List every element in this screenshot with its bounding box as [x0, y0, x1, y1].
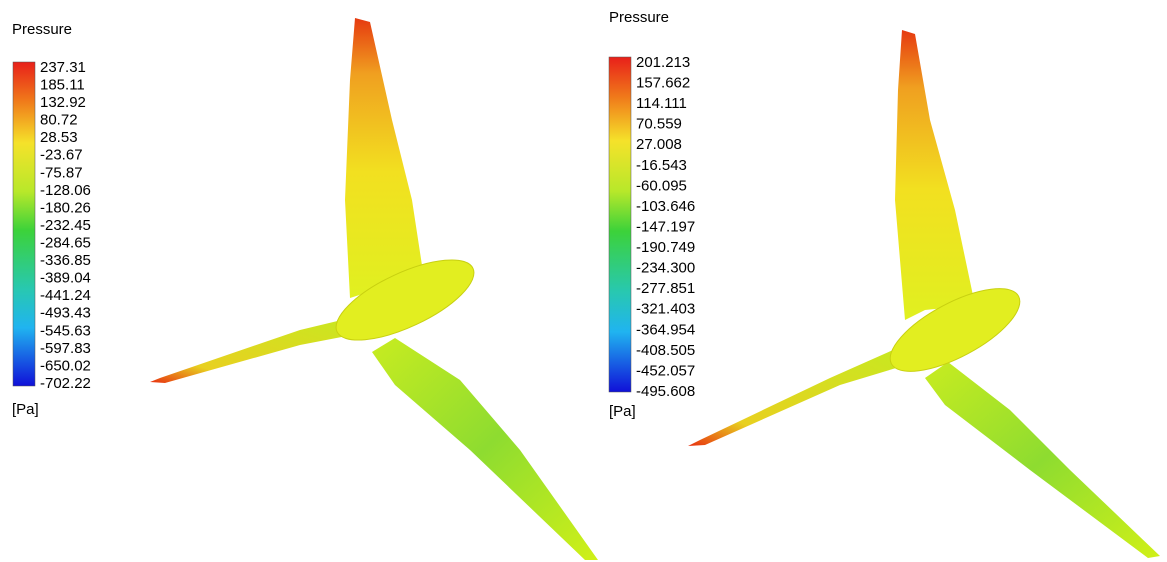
legend-label: 28.53	[40, 129, 78, 146]
colorbar	[12, 61, 36, 387]
legend-label: -75.87	[40, 164, 83, 181]
hub	[335, 259, 475, 341]
legend-label: -364.954	[636, 321, 695, 338]
legend-label: -277.851	[636, 280, 695, 297]
legend-panel: Pressure [Pa] 237.31185.11132.9280.7228.…	[12, 21, 91, 418]
legend-label: 185.11	[40, 77, 85, 94]
legend-label: -103.646	[636, 198, 695, 215]
blade	[688, 350, 896, 446]
blade	[925, 362, 1160, 558]
legend-label: 157.662	[636, 75, 690, 92]
legend-label: 132.92	[40, 94, 86, 111]
legend-label: 27.008	[636, 136, 682, 153]
legend-panel: Pressure [Pa] 201.213 157.662 114.111 70.55…	[608, 9, 695, 420]
legend-label: 70.559	[636, 116, 682, 133]
legend-label: -650.02	[40, 357, 91, 374]
legend-label: -60.095	[636, 177, 687, 194]
legend-label: -495.608	[636, 383, 695, 400]
legend-label: -284.65	[40, 235, 91, 252]
legend-label: 114.111	[636, 95, 687, 112]
legend-label: -180.26	[40, 199, 91, 216]
legend-title: Pressure	[12, 21, 72, 38]
legend-label: -23.67	[40, 147, 83, 164]
legend-label: -147.197	[636, 218, 695, 235]
turbine	[688, 30, 1160, 558]
legend-unit: [Pa]	[12, 401, 39, 418]
blade	[895, 30, 975, 320]
legend-unit: [Pa]	[609, 403, 636, 420]
legend-label: 201.213	[636, 54, 690, 71]
legend-label: -408.505	[636, 342, 695, 359]
legend-label: -702.22	[40, 375, 91, 392]
legend-label: -128.06	[40, 182, 91, 199]
legend-label: -16.543	[636, 157, 687, 174]
legend-label: -493.43	[40, 305, 91, 322]
legend-label: 237.31	[40, 59, 86, 76]
legend-label: -452.057	[636, 362, 695, 379]
legend-label: -545.63	[40, 322, 91, 339]
turbine	[150, 18, 598, 560]
blade	[150, 318, 352, 383]
legend-label: -190.749	[636, 239, 695, 256]
legend-label: 80.72	[40, 112, 78, 129]
legend-label: -321.403	[636, 301, 695, 318]
blade	[372, 338, 598, 560]
legend-label: -232.45	[40, 217, 91, 234]
legend-label: -597.83	[40, 340, 91, 357]
legend-label: -336.85	[40, 252, 91, 269]
legend-title: Pressure	[609, 9, 669, 26]
colorbar	[608, 56, 632, 393]
legend-label: -441.24	[40, 287, 91, 304]
legend-label: -234.300	[636, 260, 695, 277]
legend-label: -389.04	[40, 270, 91, 287]
blade	[345, 18, 425, 298]
hub	[889, 288, 1021, 372]
